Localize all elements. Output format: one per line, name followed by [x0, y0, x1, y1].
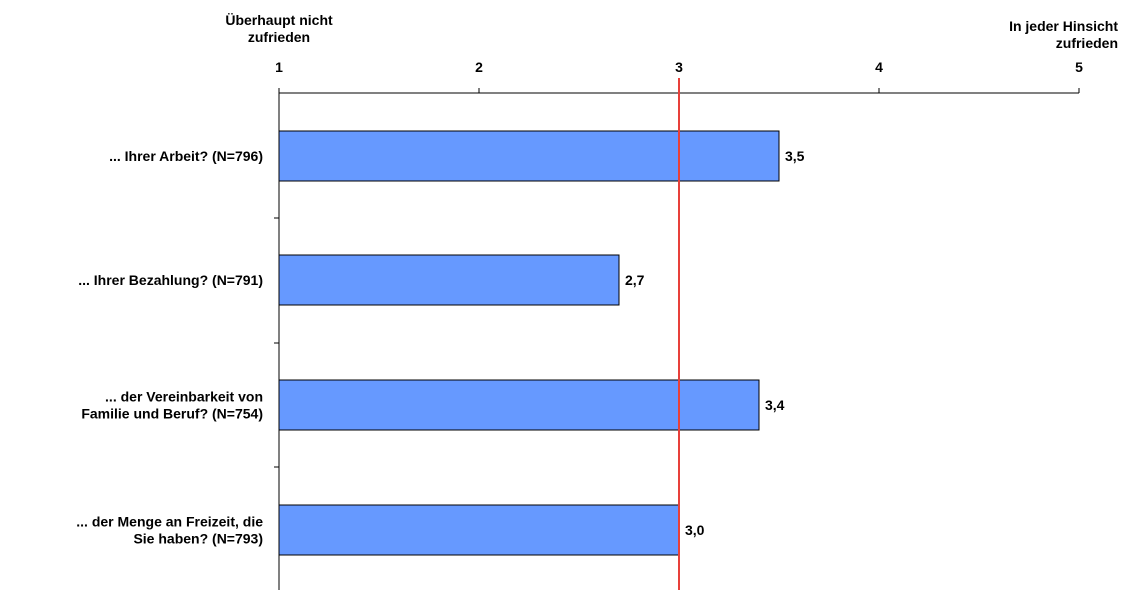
data-label: 3,5 [785, 148, 805, 164]
bar [278, 504, 680, 556]
category-label: ... Ihrer Arbeit? (N=796) [109, 148, 263, 164]
data-label: 2,7 [625, 272, 645, 288]
scale-min-label: Überhaupt nicht [225, 12, 333, 28]
bar [278, 379, 760, 431]
category-label: Sie haben? (N=793) [133, 531, 263, 547]
x-tick-label: 1 [275, 59, 283, 75]
x-tick-label: 5 [1075, 59, 1083, 75]
bars: 3,5 2,7 3,4 3,0 [278, 130, 805, 556]
scale-max-label: zufrieden [1056, 35, 1118, 51]
scale-min-label: zufrieden [248, 29, 310, 45]
x-tick-label: 2 [475, 59, 483, 75]
scale-max-label: In jeder Hinsicht [1009, 18, 1118, 34]
data-label: 3,0 [685, 522, 705, 538]
category-label: ... der Menge an Freizeit, die [76, 514, 263, 530]
bar [278, 254, 620, 306]
data-label: 3,4 [765, 397, 785, 413]
category-labels: ... Ihrer Arbeit? (N=796) ... Ihrer Bezah… [76, 148, 263, 547]
x-tick-label: 4 [875, 59, 883, 75]
category-label: ... Ihrer Bezahlung? (N=791) [78, 272, 263, 288]
category-label: Familie und Beruf? (N=754) [81, 406, 263, 422]
bar [278, 130, 780, 182]
x-tick-label: 3 [675, 59, 683, 75]
category-label: ... der Vereinbarkeit von [105, 389, 263, 405]
